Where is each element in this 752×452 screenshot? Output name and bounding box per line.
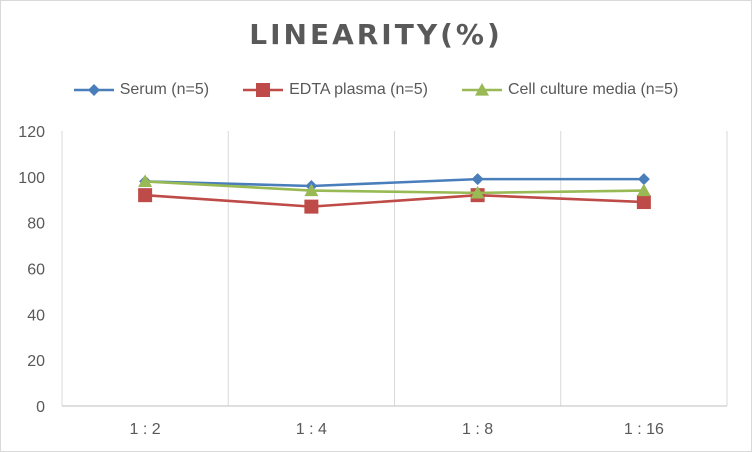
data-point-series-1 xyxy=(304,199,319,214)
legend-marker-cell-culture-media xyxy=(461,83,502,96)
legend-label-edta-plasma: EDTA plasma (n=5) xyxy=(289,81,428,98)
data-point-series-0 xyxy=(471,173,484,186)
x-tick-label: 1 : 16 xyxy=(624,421,664,438)
data-point-series-1 xyxy=(138,188,153,203)
x-tick-label: 1 : 8 xyxy=(462,421,493,438)
data-point-series-1 xyxy=(636,195,651,210)
legend-label-cell-culture-media: Cell culture media (n=5) xyxy=(507,81,679,98)
y-tick-label: 120 xyxy=(18,124,45,141)
series-line-1 xyxy=(145,193,644,208)
legend-item-serum: Serum (n=5) xyxy=(73,81,210,99)
legend-item-cell-culture-media: Cell culture media (n=5) xyxy=(461,81,679,99)
data-point-series-2 xyxy=(470,185,485,199)
data-point-series-0 xyxy=(637,173,650,186)
y-tick-label: 0 xyxy=(36,399,45,416)
legend-marker-serum xyxy=(73,84,114,96)
x-tick-label: 1 : 4 xyxy=(296,421,327,438)
series-line-2 xyxy=(145,180,644,195)
legend-label-serum: Serum (n=5) xyxy=(119,81,210,98)
data-point-series-2 xyxy=(304,183,319,197)
data-point-series-2 xyxy=(636,183,651,197)
y-tick-label: 20 xyxy=(27,353,45,370)
legend-marker-edta-plasma xyxy=(243,83,284,97)
legend-point-0 xyxy=(87,84,100,96)
y-tick-label: 40 xyxy=(27,307,45,324)
y-tick-label: 60 xyxy=(27,262,45,279)
x-tick-label: 1 : 2 xyxy=(130,421,161,438)
legend-item-edta-plasma: EDTA plasma (n=5) xyxy=(243,81,428,99)
chart-title: LINEARITY(%) xyxy=(249,18,503,51)
legend: Serum (n=5) EDTA plasma (n=5) Cell cultu… xyxy=(0,78,752,102)
y-tick-label: 100 xyxy=(18,170,45,187)
series-line-0 xyxy=(145,177,644,188)
data-point-series-2 xyxy=(138,174,153,188)
legend-point-2 xyxy=(474,83,489,96)
y-tick-label: 80 xyxy=(27,216,45,233)
legend-point-1 xyxy=(256,83,271,97)
